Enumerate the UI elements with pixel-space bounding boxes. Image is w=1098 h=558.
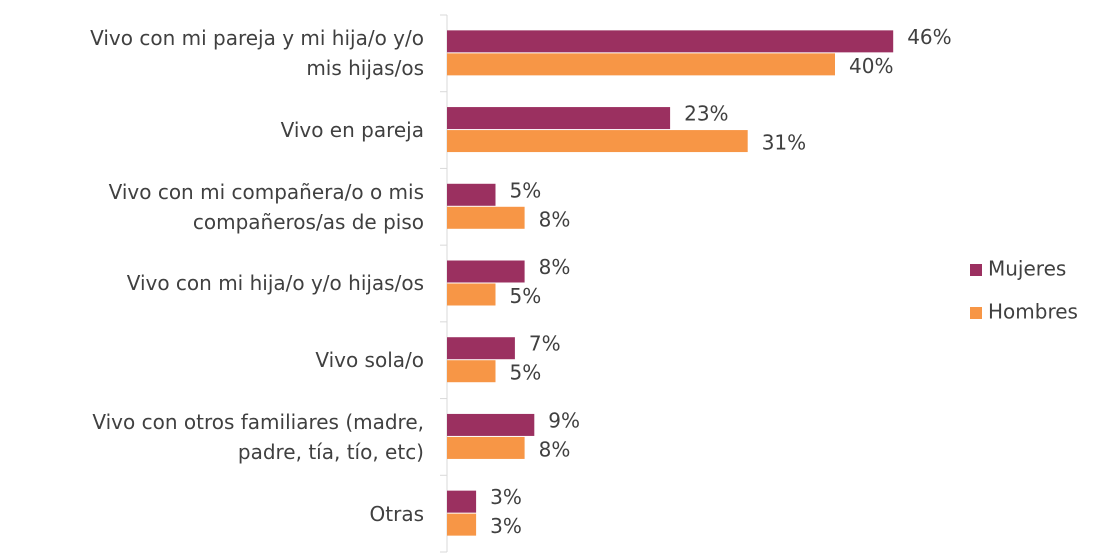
bar xyxy=(447,490,477,513)
category-label: Vivo con mi hija/o y/o hijas/os xyxy=(126,271,424,296)
value-label: 31% xyxy=(762,131,806,155)
bar xyxy=(447,206,525,229)
bar xyxy=(447,513,477,536)
value-label: 23% xyxy=(684,102,728,126)
bar xyxy=(447,30,894,53)
bar xyxy=(447,53,835,76)
legend-swatch xyxy=(970,307,982,319)
category-label: Otras xyxy=(369,501,424,526)
value-label: 3% xyxy=(490,485,522,509)
category-label: Vivo con otros familiares (madre, padre,… xyxy=(92,409,424,464)
category-label: Vivo en pareja xyxy=(280,118,424,143)
bar xyxy=(447,436,525,459)
legend-label: Mujeres xyxy=(988,257,1066,281)
value-label: 7% xyxy=(529,332,561,356)
category-label: Vivo sola/o xyxy=(315,348,424,373)
value-label: 3% xyxy=(490,514,522,538)
value-label: 5% xyxy=(510,284,542,308)
bar xyxy=(447,283,496,306)
value-label: 46% xyxy=(907,25,951,49)
bar xyxy=(447,260,525,283)
value-label: 5% xyxy=(510,361,542,385)
bar xyxy=(447,413,535,436)
value-label: 40% xyxy=(849,54,893,78)
bar xyxy=(447,183,496,206)
value-label: 8% xyxy=(539,207,571,231)
value-label: 8% xyxy=(539,437,571,461)
bar xyxy=(447,107,671,130)
bar xyxy=(447,337,515,360)
value-label: 5% xyxy=(510,178,542,202)
value-label: 8% xyxy=(539,255,571,279)
category-label: Vivo con mi pareja y mi hija/o y/o mis h… xyxy=(90,26,424,81)
category-label: Vivo con mi compañera/o o mis compañeros… xyxy=(108,179,424,234)
legend-label: Hombres xyxy=(988,300,1078,324)
bar xyxy=(447,130,748,153)
bar xyxy=(447,360,496,383)
legend-swatch xyxy=(970,264,982,276)
value-label: 9% xyxy=(548,408,580,432)
